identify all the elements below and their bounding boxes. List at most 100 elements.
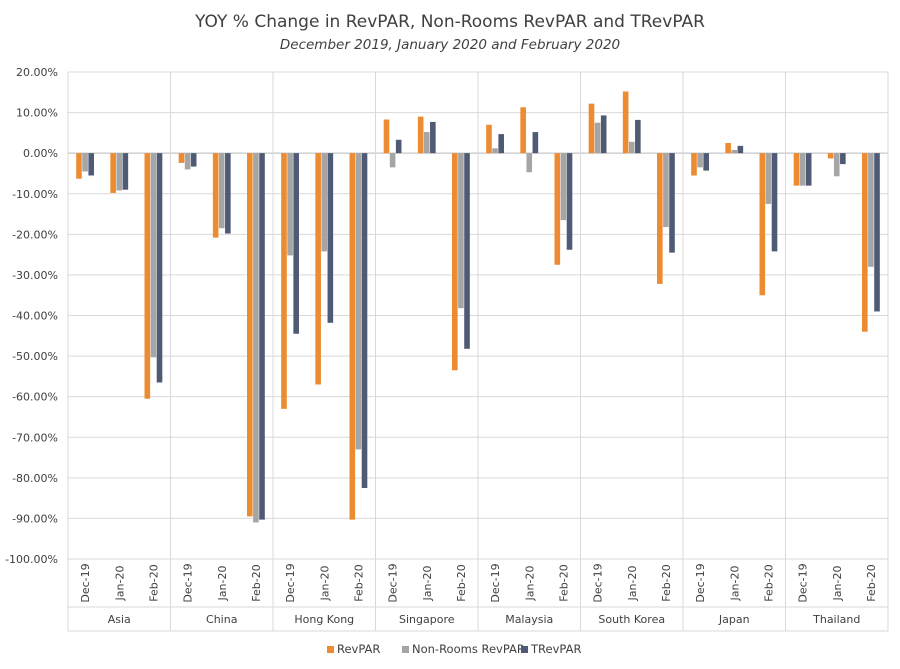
bar-non-rooms-revpar bbox=[355, 153, 362, 450]
x-axis: Dec-19 Jan-20 Feb-20 Asia Dec-19 Jan-20 Feb-20… bbox=[68, 558, 888, 632]
bar-non-rooms-revpar bbox=[492, 148, 498, 154]
bar-trevpar bbox=[88, 153, 94, 176]
x-tick-label: Dec-19 bbox=[797, 563, 810, 602]
chart-title: YOY % Change in RevPAR, Non-Rooms RevPAR… bbox=[194, 12, 705, 32]
bar-trevpar bbox=[225, 153, 231, 234]
x-tick-label: Dec-19 bbox=[387, 563, 400, 602]
x-tick-label: Feb-20 bbox=[865, 564, 878, 601]
bar-trevpar bbox=[532, 132, 539, 154]
bar-non-rooms-revpar bbox=[82, 153, 88, 172]
x-tick-label: Jan-20 bbox=[421, 566, 434, 602]
bar-non-rooms-revpar bbox=[423, 132, 430, 154]
bar-non-rooms-revpar bbox=[868, 153, 874, 267]
bar-revpar bbox=[144, 153, 151, 399]
legend-swatch bbox=[327, 646, 334, 653]
x-tick-label: Jan-20 bbox=[728, 566, 741, 602]
bar-non-rooms-revpar bbox=[389, 153, 396, 168]
bar-revpar bbox=[588, 103, 595, 154]
bar-trevpar bbox=[395, 139, 402, 154]
bar-revpar bbox=[691, 153, 697, 176]
bar-revpar bbox=[486, 124, 492, 154]
chart-subtitle: December 2019, January 2020 and February… bbox=[280, 37, 620, 53]
bar-non-rooms-revpar bbox=[799, 153, 806, 186]
y-tick-label: -90.00% bbox=[12, 512, 58, 525]
x-tick-label: Jan-20 bbox=[113, 566, 126, 602]
x-tick-label: Dec-19 bbox=[182, 563, 195, 602]
legend: RevPAR Non-Rooms RevPAR TRevPAR bbox=[327, 642, 581, 656]
group-label: Japan bbox=[718, 613, 750, 626]
bar-non-rooms-revpar bbox=[731, 149, 738, 154]
bar-trevpar bbox=[874, 153, 880, 312]
bar-trevpar bbox=[464, 153, 470, 349]
bar-non-rooms-revpar bbox=[287, 153, 293, 256]
bar-revpar bbox=[452, 153, 458, 371]
bar-revpar bbox=[759, 153, 766, 296]
group-label: Thailand bbox=[812, 613, 860, 626]
bar-revpar bbox=[520, 107, 526, 154]
x-tick-label: Jan-20 bbox=[523, 566, 536, 602]
legend-label: RevPAR bbox=[337, 642, 380, 656]
y-tick-label: 0.00% bbox=[23, 147, 58, 160]
bar-trevpar bbox=[156, 153, 163, 383]
bar-non-rooms-revpar bbox=[594, 122, 601, 154]
bar-trevpar bbox=[840, 153, 846, 165]
bars bbox=[76, 91, 880, 523]
x-tick-label: Dec-19 bbox=[694, 563, 707, 602]
bar-non-rooms-revpar bbox=[458, 153, 464, 309]
legend-swatch bbox=[402, 646, 409, 653]
x-tick-label: Jan-20 bbox=[216, 566, 229, 602]
x-tick-label: Feb-20 bbox=[455, 564, 468, 601]
bar-trevpar bbox=[259, 153, 265, 520]
bar-revpar bbox=[827, 153, 834, 159]
x-tick-label: Jan-20 bbox=[831, 566, 844, 602]
bar-non-rooms-revpar bbox=[218, 153, 225, 229]
bar-trevpar bbox=[190, 153, 197, 167]
bar-trevpar bbox=[327, 153, 334, 323]
y-tick-label: -30.00% bbox=[12, 269, 58, 282]
x-tick-label: Feb-20 bbox=[352, 564, 365, 601]
group-label: Malaysia bbox=[505, 613, 553, 626]
bar-trevpar bbox=[737, 145, 744, 154]
y-tick-label: -100.00% bbox=[5, 553, 58, 566]
legend-swatch bbox=[521, 646, 528, 653]
bar-trevpar bbox=[566, 153, 573, 250]
x-tick-label: Dec-19 bbox=[284, 563, 297, 602]
bar-non-rooms-revpar bbox=[560, 153, 567, 221]
bar-trevpar bbox=[293, 153, 299, 334]
y-tick-label: 20.00% bbox=[16, 66, 58, 79]
bar-revpar bbox=[178, 153, 185, 163]
bar-revpar bbox=[247, 153, 253, 517]
bar-trevpar bbox=[669, 153, 675, 253]
bar-non-rooms-revpar bbox=[321, 153, 328, 252]
legend-label: Non-Rooms RevPAR bbox=[412, 642, 525, 656]
bar-trevpar bbox=[361, 153, 368, 488]
bar-trevpar bbox=[430, 121, 436, 154]
group-label: Asia bbox=[108, 613, 131, 626]
x-tick-label: Feb-20 bbox=[147, 564, 160, 601]
y-tick-label: -20.00% bbox=[12, 228, 58, 241]
bar-revpar bbox=[417, 116, 424, 154]
bar-trevpar bbox=[703, 153, 709, 171]
bar-non-rooms-revpar bbox=[150, 153, 157, 358]
bar-revpar bbox=[212, 153, 219, 238]
bar-non-rooms-revpar bbox=[765, 153, 772, 204]
y-tick-label: -40.00% bbox=[12, 310, 58, 323]
x-tick-label: Jan-20 bbox=[626, 566, 639, 602]
bar-non-rooms-revpar bbox=[253, 153, 259, 523]
x-tick-label: Feb-20 bbox=[250, 564, 263, 601]
bar-revpar bbox=[793, 153, 800, 186]
bar-non-rooms-revpar bbox=[663, 153, 669, 228]
bar-non-rooms-revpar bbox=[116, 153, 123, 191]
y-tick-label: -80.00% bbox=[12, 472, 58, 485]
group-label: Singapore bbox=[399, 613, 455, 626]
x-tick-label: Feb-20 bbox=[660, 564, 673, 601]
group-label: Hong Kong bbox=[294, 613, 354, 626]
bar-revpar bbox=[657, 153, 663, 284]
x-tick-label: Jan-20 bbox=[318, 566, 331, 602]
bar-revpar bbox=[622, 91, 629, 154]
bar-revpar bbox=[281, 153, 287, 409]
x-tick-label: Dec-19 bbox=[592, 563, 605, 602]
bar-revpar bbox=[862, 153, 868, 332]
x-tick-label: Dec-19 bbox=[489, 563, 502, 602]
